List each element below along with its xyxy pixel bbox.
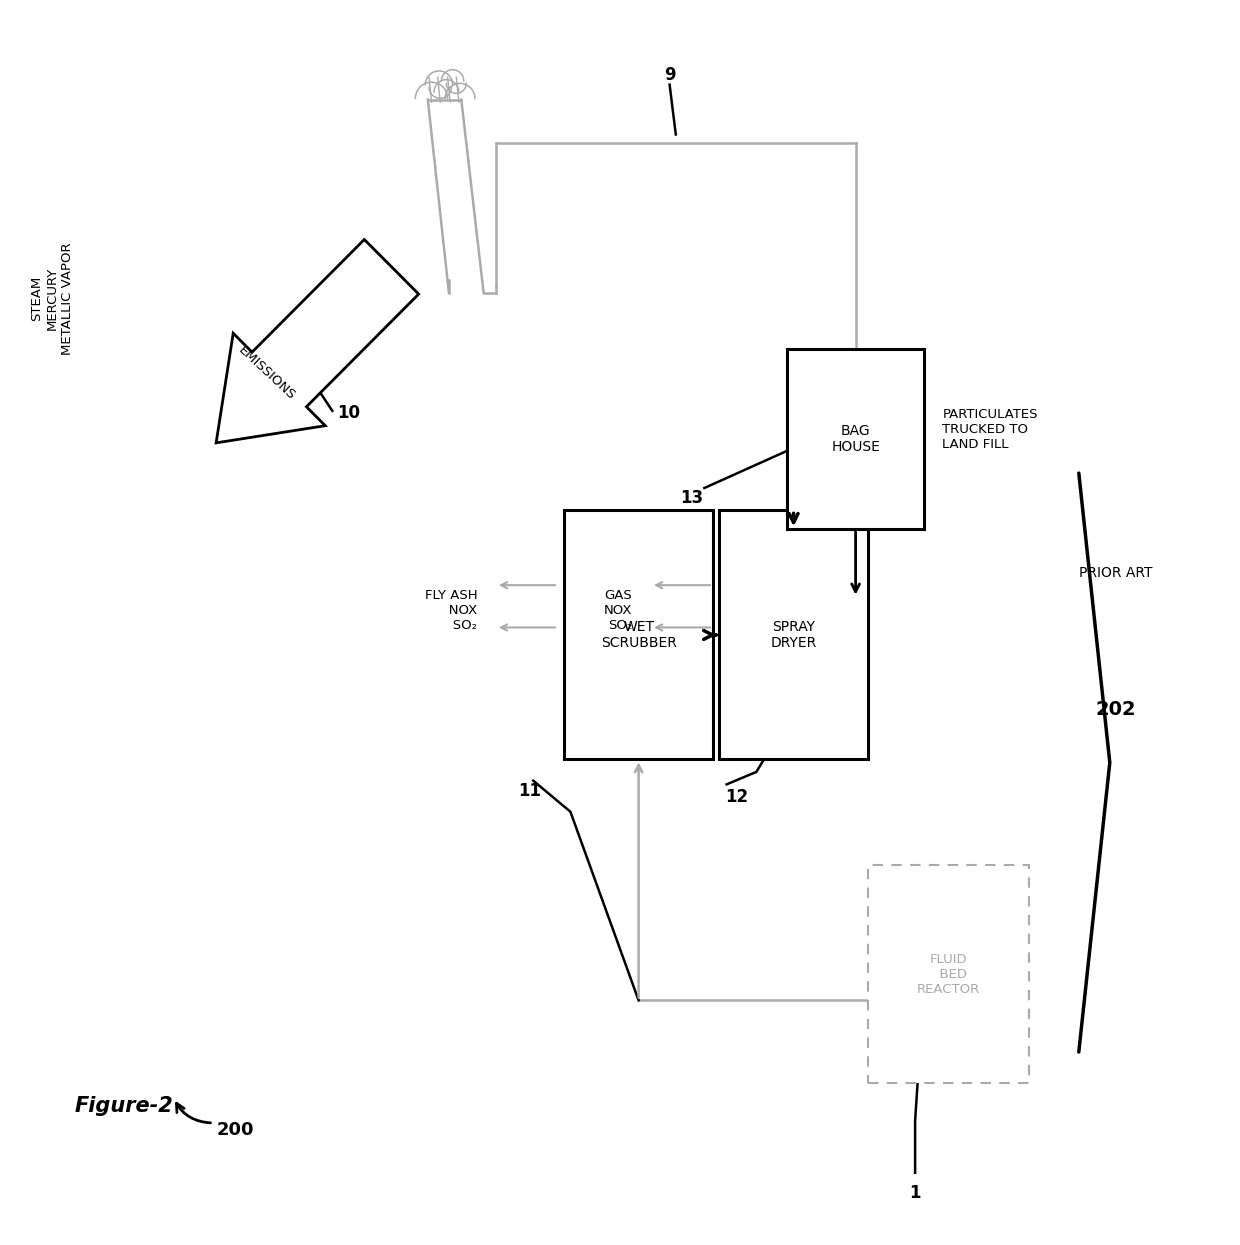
Text: EMISSIONS: EMISSIONS [236, 344, 298, 403]
Text: 202: 202 [1096, 700, 1136, 720]
Text: STEAM
MERCURY
METALLIC VAPOR: STEAM MERCURY METALLIC VAPOR [31, 243, 73, 355]
Text: GAS
NOX
SO₂: GAS NOX SO₂ [604, 589, 632, 631]
Bar [787, 349, 924, 529]
Text: 12: 12 [725, 788, 749, 806]
Text: 11: 11 [518, 782, 541, 799]
Text: 1: 1 [909, 1184, 921, 1201]
Text: PARTICULATES
TRUCKED TO
LAND FILL: PARTICULATES TRUCKED TO LAND FILL [942, 408, 1038, 452]
Text: FLUID
  BED
REACTOR: FLUID BED REACTOR [916, 952, 981, 996]
Text: SPRAY
DRYER: SPRAY DRYER [770, 620, 817, 650]
Polygon shape [216, 239, 419, 443]
Text: Figure-2: Figure-2 [74, 1096, 174, 1116]
Bar [719, 510, 868, 759]
Text: BAG
HOUSE: BAG HOUSE [831, 423, 880, 454]
Text: 10: 10 [337, 405, 361, 422]
Text: WET
SCRUBBER: WET SCRUBBER [600, 620, 677, 650]
Text: 9: 9 [663, 66, 676, 83]
Text: 200: 200 [217, 1122, 254, 1139]
Text: 13: 13 [680, 489, 703, 507]
Bar [564, 510, 713, 759]
Text: FLY ASH
   NOX
   SO₂: FLY ASH NOX SO₂ [425, 589, 477, 631]
Text: PRIOR ART: PRIOR ART [1079, 565, 1153, 580]
Bar [868, 865, 1029, 1083]
